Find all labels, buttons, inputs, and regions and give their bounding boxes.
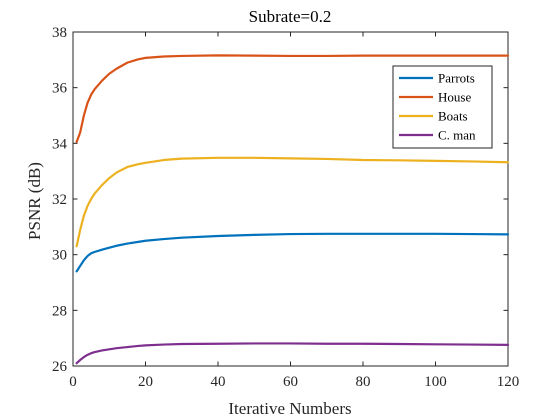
y-tick-label: 26: [52, 359, 68, 375]
series-layer: [75, 54, 510, 365]
x-tick-label: 40: [211, 374, 226, 390]
x-tick-label: 60: [283, 374, 298, 390]
ticks-layer: 0 20 40 60 80 100 120 26 28 30 32 34 36 38: [52, 25, 519, 390]
y-axis-title: PSNR (dB): [25, 162, 44, 240]
series-line-c-man: [75, 342, 510, 365]
legend: Parrots House Boats C. man: [392, 65, 493, 149]
legend-label: House: [438, 90, 471, 105]
x-axis-title: Iterative Numbers: [228, 399, 351, 418]
y-tick-label: 32: [52, 192, 67, 208]
x-tick-label: 80: [356, 374, 371, 390]
legend-label: Boats: [438, 109, 468, 124]
y-tick-label: 28: [52, 303, 67, 319]
y-tick-label: 36: [52, 81, 68, 97]
legend-label: Parrots: [438, 71, 475, 86]
y-tick-label: 34: [52, 136, 68, 152]
x-tick-label: 120: [497, 374, 520, 390]
x-tick-label: 20: [138, 374, 153, 390]
chart-title: Subrate=0.2: [249, 7, 332, 26]
y-tick-label: 30: [52, 248, 67, 264]
legend-label: C. man: [438, 128, 476, 143]
series-line-parrots: [75, 232, 510, 273]
x-tick-label: 100: [424, 374, 447, 390]
series-line-boats: [75, 156, 510, 248]
y-tick-label: 38: [52, 25, 67, 41]
x-tick-label: 0: [69, 374, 77, 390]
series-line-house: [75, 54, 510, 144]
